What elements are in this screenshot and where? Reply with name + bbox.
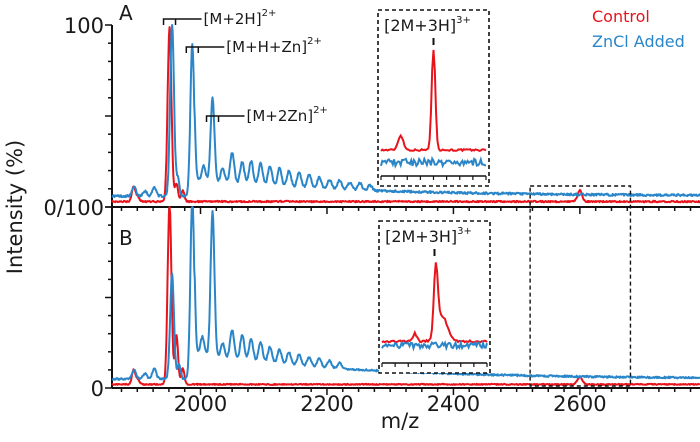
annotation-bracket [162,18,202,25]
inset-a: [2M+3H]3+ [377,9,490,187]
x-tick-label: 2400 [427,392,480,416]
spectrum-a-control [111,26,700,204]
annotation-charge: 2+ [313,105,328,116]
y-tick-label-bottom: 0 [91,377,104,401]
panel-b-label: B [119,226,133,250]
legend-zncl-added: ZnCl Added [592,32,685,51]
annotation-bracket [185,46,225,53]
annotation-charge: 2+ [307,36,322,47]
inset-b: [2M+3H]3+ [378,220,491,374]
highlight-region [529,185,632,387]
inset-label: [2M+3H]3+ [384,15,471,35]
inset-spectrum-control [380,49,487,153]
inset-spectrum-zncl-added [381,339,488,352]
peak-annotation: [M+2H]2+ [162,8,277,28]
inset-label: [2M+3H]3+ [385,226,472,246]
legend-control: Control [592,7,650,26]
y-axis-title: Intensity (%) [3,140,27,274]
inset-spectrum-control [381,262,488,344]
inset-charge: 3+ [456,15,471,26]
y-tick-label-top: 100 [64,14,104,38]
y-tick-label-middle: 0/100 [43,196,104,220]
annotation-label: [M+2H]2+ [204,8,277,28]
annotation-bracket [205,115,245,122]
peak-annotations: [M+2H]2+ [M+H+Zn]2+ [M+2Zn]2+ [162,8,328,125]
peak-annotation: [M+H+Zn]2+ [185,36,322,56]
annotation-label: [M+H+Zn]2+ [226,36,322,56]
inset-charge: 3+ [457,226,472,237]
spectrum-b-control [111,206,700,386]
insets: [2M+3H]3+ [2M+3H]3+ [377,9,491,374]
annotation-charge: 2+ [262,8,277,19]
x-tick-label: 2200 [300,392,353,416]
highlight-box [529,185,632,387]
inset-spectrum-zncl-added [380,155,486,169]
spectrum-a-zncl-added [111,24,700,199]
panel-a-label: A [119,1,133,25]
x-axis-title: m/z [381,409,420,433]
x-tick-label: 2000 [174,392,227,416]
annotation-label: [M+2Zn]2+ [247,105,328,125]
x-ticks [120,207,692,395]
peak-annotation: [M+2Zn]2+ [205,105,328,125]
x-tick-labels: 2000 2200 2400 2600 [174,392,607,416]
x-tick-label: 2600 [553,392,606,416]
